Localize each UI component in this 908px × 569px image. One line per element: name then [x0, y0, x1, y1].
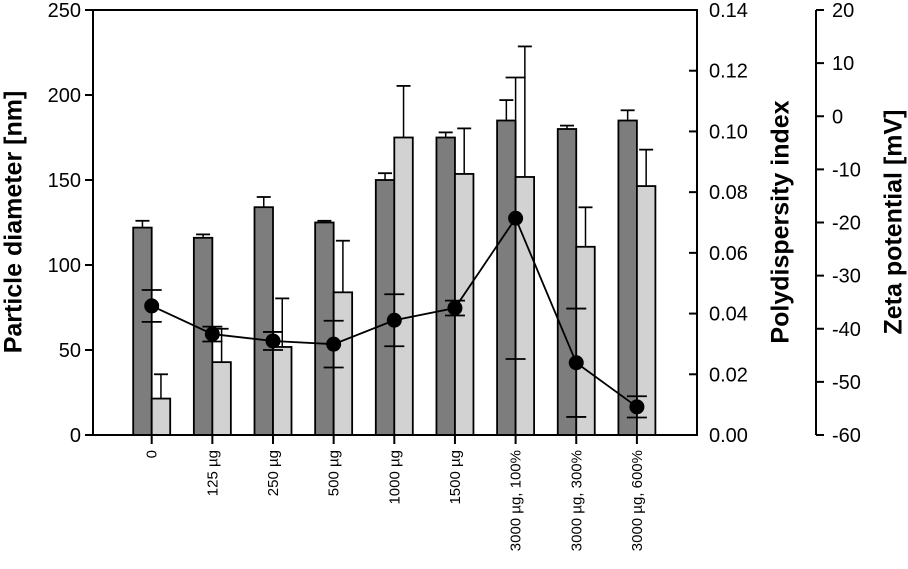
- left-axis-tick-label: 250: [48, 0, 81, 22]
- zeta-point: [386, 312, 402, 328]
- zeta-point: [204, 326, 220, 342]
- bar-particle-diameter: [435, 136, 456, 436]
- bar-particle-diameter: [314, 221, 335, 436]
- zeta-point: [326, 336, 342, 352]
- pdi-axis-tick-label: 0.06: [709, 243, 748, 265]
- pdi-axis-tick-label: 0.14: [709, 0, 748, 22]
- bar-particle-diameter: [617, 119, 638, 436]
- zeta-point: [568, 355, 584, 371]
- bar-particle-diameter: [253, 206, 274, 436]
- zeta-point: [629, 399, 645, 415]
- bar-polydispersity: [272, 346, 293, 436]
- right-axis-title-pdi: Polydispersity index: [766, 100, 795, 344]
- x-axis-category-label: 125 µg: [204, 450, 221, 496]
- bar-polydispersity: [211, 361, 232, 436]
- bar-particle-diameter: [132, 226, 153, 436]
- x-axis-category-label: 1000 µg: [386, 450, 403, 505]
- pdi-axis-tick-label: 0.10: [709, 121, 748, 143]
- zeta-axis-tick-label: -30: [832, 266, 861, 288]
- zeta-point: [508, 210, 524, 226]
- right-axis-title-zeta: Zeta potential [mV]: [879, 109, 908, 335]
- zeta-axis-tick-label: 20: [832, 0, 854, 22]
- zeta-axis-tick-label: -10: [832, 159, 861, 181]
- pdi-axis-tick-label: 0.00: [709, 425, 748, 447]
- zeta-point: [144, 298, 160, 314]
- zeta-axis-tick-label: 0: [832, 106, 843, 128]
- left-axis-tick-label: 100: [48, 255, 81, 277]
- bar-polydispersity: [332, 291, 354, 436]
- x-axis-category-label: 0: [144, 450, 161, 458]
- left-axis-tick-label: 200: [48, 85, 81, 107]
- pdi-axis-tick-label: 0.12: [709, 61, 748, 83]
- zeta-point: [265, 333, 281, 349]
- x-axis-category-label: 250 µg: [265, 450, 282, 496]
- bar-particle-diameter: [556, 128, 578, 436]
- bar-particle-diameter: [496, 119, 517, 436]
- x-axis-category-label: 500 µg: [326, 450, 343, 496]
- x-axis-category-label: 3000 µg, 100%: [508, 450, 525, 551]
- pdi-axis-tick-label: 0.02: [709, 364, 748, 386]
- pdi-axis-tick-label: 0.08: [709, 182, 748, 204]
- zeta-axis-tick-label: -20: [832, 213, 861, 235]
- bar-particle-diameter: [374, 179, 396, 436]
- bar-polydispersity: [393, 136, 414, 436]
- bar-polydispersity: [575, 245, 596, 436]
- left-axis-title: Particle diameter [nm]: [0, 90, 28, 354]
- bar-polydispersity: [150, 397, 172, 436]
- left-axis-tick-label: 50: [59, 340, 81, 362]
- zeta-axis-tick-label: 10: [832, 53, 854, 75]
- zeta-axis-tick-label: -60: [832, 425, 861, 447]
- left-axis-tick-label: 150: [48, 170, 81, 192]
- x-axis-category-label: 3000 µg, 300%: [568, 450, 585, 551]
- left-axis-tick-label: 0: [70, 425, 81, 447]
- x-axis-category-label: 3000 µg, 600%: [629, 450, 646, 551]
- zeta-axis-tick-label: -50: [832, 372, 861, 394]
- x-axis-category-label: 1500 µg: [447, 450, 464, 505]
- zeta-point: [447, 300, 463, 316]
- zeta-axis-tick-label: -40: [832, 319, 861, 341]
- pdi-axis-tick-label: 0.04: [709, 304, 748, 326]
- bar-polydispersity: [636, 185, 657, 436]
